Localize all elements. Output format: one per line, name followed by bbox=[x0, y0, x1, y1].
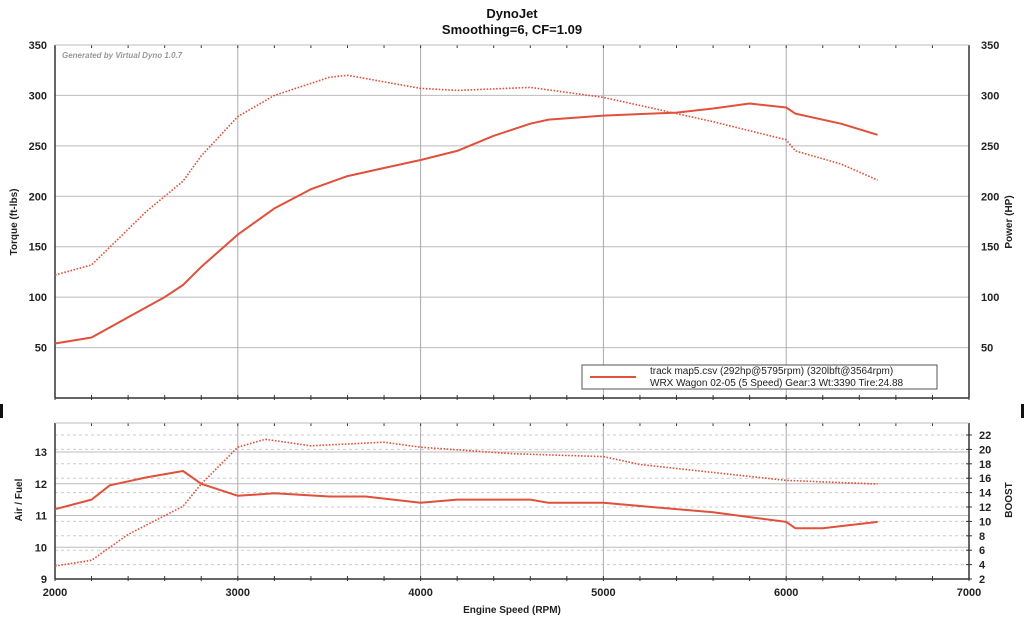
y2-tick-label: 10 bbox=[979, 516, 991, 528]
legend-line-1: track map5.csv (292hp@5795rpm) (320lbft@… bbox=[650, 366, 893, 377]
y2-tick-label: 200 bbox=[981, 191, 999, 203]
afr-boost-plot: 9 10 11 12 13 2 4 6 8 10 12 14 16 18 20 22 2000 3000 4000 5… bbox=[35, 422, 992, 599]
y2-tick-label: 100 bbox=[981, 292, 999, 304]
y2-tick-label: 8 bbox=[979, 531, 985, 543]
y2-tick-label: 50 bbox=[981, 343, 993, 355]
y2-tick-label: 22 bbox=[979, 430, 991, 442]
watermark: Generated by Virtual Dyno 1.0.7 bbox=[62, 51, 183, 60]
y2-tick-label: 18 bbox=[979, 459, 991, 471]
y-tick-label: 10 bbox=[35, 542, 47, 554]
y2-tick-label: 4 bbox=[979, 560, 986, 572]
chart-subtitle: Smoothing=6, CF=1.09 bbox=[442, 22, 582, 37]
x-tick-label: 7000 bbox=[957, 587, 981, 599]
y-tick-label: 9 bbox=[41, 574, 47, 586]
y-tick-label: 300 bbox=[29, 90, 47, 102]
series-boost bbox=[54, 438, 878, 567]
y2-tick-label: 250 bbox=[981, 141, 999, 153]
y-axis-label-power: Power (HP) bbox=[1004, 195, 1015, 248]
chart-title: DynoJet bbox=[486, 6, 538, 21]
y2-tick-label: 20 bbox=[979, 444, 991, 456]
y-axis-label-boost: BOOST bbox=[1004, 482, 1015, 518]
y-tick-label: 50 bbox=[35, 343, 47, 355]
y2-tick-label: 6 bbox=[979, 545, 985, 557]
y-tick-label: 12 bbox=[35, 479, 47, 491]
y2-tick-label: 16 bbox=[979, 473, 991, 485]
legend-line-2: WRX Wagon 02-05 (5 Speed) Gear:3 Wt:3390… bbox=[650, 378, 904, 389]
series-power bbox=[54, 74, 878, 276]
x-tick-label: 5000 bbox=[591, 587, 615, 599]
x-tick-label: 4000 bbox=[408, 587, 432, 599]
y2-tick-label: 350 bbox=[981, 40, 999, 52]
y2-tick-label: 150 bbox=[981, 242, 999, 254]
y-tick-label: 11 bbox=[35, 511, 47, 523]
y2-tick-label: 2 bbox=[979, 574, 985, 586]
right-marker bbox=[1021, 404, 1024, 418]
y-tick-label: 13 bbox=[35, 447, 47, 459]
y-tick-label: 250 bbox=[29, 141, 47, 153]
y2-tick-label: 12 bbox=[979, 502, 991, 514]
y2-tick-label: 14 bbox=[979, 488, 992, 500]
y2-tick-label: 300 bbox=[981, 90, 999, 102]
left-marker bbox=[0, 404, 3, 418]
legend: track map5.csv (292hp@5795rpm) (320lbft@… bbox=[581, 364, 938, 390]
y-tick-label: 350 bbox=[29, 40, 47, 52]
x-tick-label: 3000 bbox=[226, 587, 250, 599]
x-tick-label: 2000 bbox=[43, 587, 67, 599]
series-air-fuel bbox=[54, 470, 878, 530]
x-tick-label: 6000 bbox=[774, 587, 798, 599]
y-axis-label-torque: Torque (ft-lbs) bbox=[9, 188, 20, 255]
y-axis-label-afr: Air / Fuel bbox=[14, 478, 25, 521]
y-tick-label: 150 bbox=[29, 242, 47, 254]
x-axis-label: Engine Speed (RPM) bbox=[463, 605, 561, 616]
torque-power-plot: 50 100 150 200 250 300 350 50 100 150 200 250 300 350 bbox=[29, 40, 999, 400]
y-tick-label: 100 bbox=[29, 292, 47, 304]
series-torque bbox=[54, 102, 878, 345]
y-tick-label: 200 bbox=[29, 191, 47, 203]
